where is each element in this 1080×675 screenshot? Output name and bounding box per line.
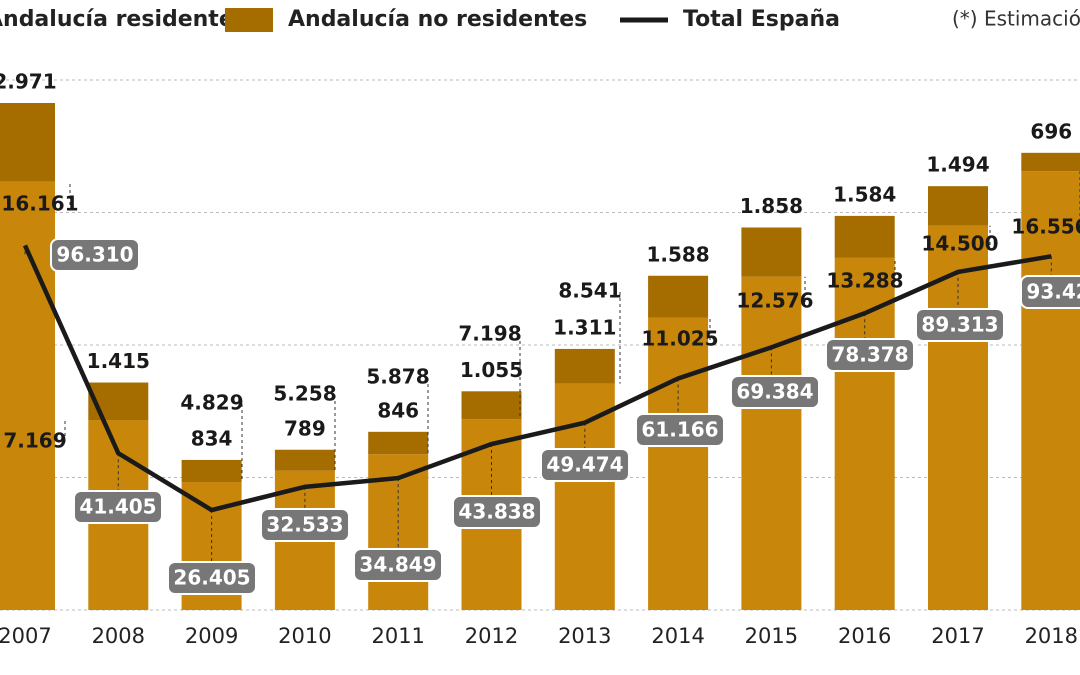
value-label: 96.310 [56,243,133,267]
value-label: 78.378 [831,343,908,367]
value-label: 13.288 [826,269,903,293]
x-tick-label: 2012 [465,624,518,648]
label-box [540,448,630,482]
line [22,244,1052,513]
value-label: 41.405 [79,495,156,519]
value-label: 26.405 [173,566,250,590]
value-label: 8.541 [558,279,621,303]
x-tick-label: 2017 [931,624,984,648]
value-label: 89.313 [921,313,998,337]
bar [274,449,335,471]
label-box [1020,275,1080,309]
value-label: 34.849 [359,553,436,577]
bar [928,225,988,610]
bar [741,227,802,277]
value-label: 1.588 [646,242,709,266]
legend: Andalucía residentes Andalucía no reside… [0,7,1080,32]
value-label: 4.829 [180,391,243,415]
value-label: 5.878 [366,365,429,389]
bar [834,257,895,610]
x-tick-label: 2015 [745,624,798,648]
value-label: 789 [284,416,326,440]
value-label: 69.384 [736,380,813,404]
bar [0,103,55,182]
value-label: 1.415 [87,349,150,373]
legend-label: Andalucía no residentes [288,7,587,32]
x-tick-label: 2009 [185,624,238,648]
note: (*) Estimación [952,7,1080,31]
value-label: 43.838 [458,500,535,524]
value-label: 1.584 [833,182,896,206]
bar [834,215,895,258]
value-label: 11.025 [641,327,718,351]
value-label: 7.169 [3,429,66,453]
x-tick-label: 2008 [92,624,145,648]
label-box [452,495,542,529]
value-label: 14.500 [921,232,998,256]
value-label: 1.858 [740,194,803,218]
bar [928,186,988,226]
label-box [260,508,350,542]
label-box [730,375,820,409]
value-label: 32.533 [266,513,343,537]
bar [181,459,242,483]
value-label: 1.055 [460,358,523,382]
value-label: 846 [377,398,419,422]
value-label: 2.971 [0,70,57,94]
x-tick-label: 2014 [651,624,704,648]
label-box [167,561,257,595]
value-label: 696 [1030,119,1072,143]
label-box [73,490,163,524]
bar [1021,171,1080,611]
label-box [353,548,443,582]
legend-label: Andalucía residentes [0,7,247,32]
bar [554,383,615,610]
x-tick-label: 2013 [558,624,611,648]
label-box [915,308,1005,342]
bar [648,275,709,318]
value-label: 61.166 [641,418,718,442]
x-tick-label: 2018 [1025,624,1078,648]
x-tick-label: 2016 [838,624,891,648]
bar [648,317,709,610]
value-label: 49.474 [546,453,623,477]
bar [554,348,615,384]
value-label: 834 [191,426,233,450]
label-box [50,238,140,272]
label-box [635,413,725,447]
value-label: 12.576 [736,289,813,313]
value-label: 93.420 [1026,280,1080,304]
legend-label: Total España [683,7,840,32]
bar [368,431,429,455]
value-label: 1.494 [926,153,989,177]
x-tick-label: 2011 [371,624,424,648]
bar [741,276,802,610]
legend-swatch [225,8,273,32]
value-label: 16.161 [1,192,78,216]
value-label: 1.311 [553,315,616,339]
bar [461,391,522,420]
value-label: 7.198 [458,322,521,346]
value-label: 5.258 [273,382,336,406]
x-tick-label: 2007 [0,624,52,648]
bar [1021,152,1080,172]
x-tick-label: 2010 [278,624,331,648]
label-box [825,338,915,372]
value-label: 16.556 [1011,215,1080,239]
